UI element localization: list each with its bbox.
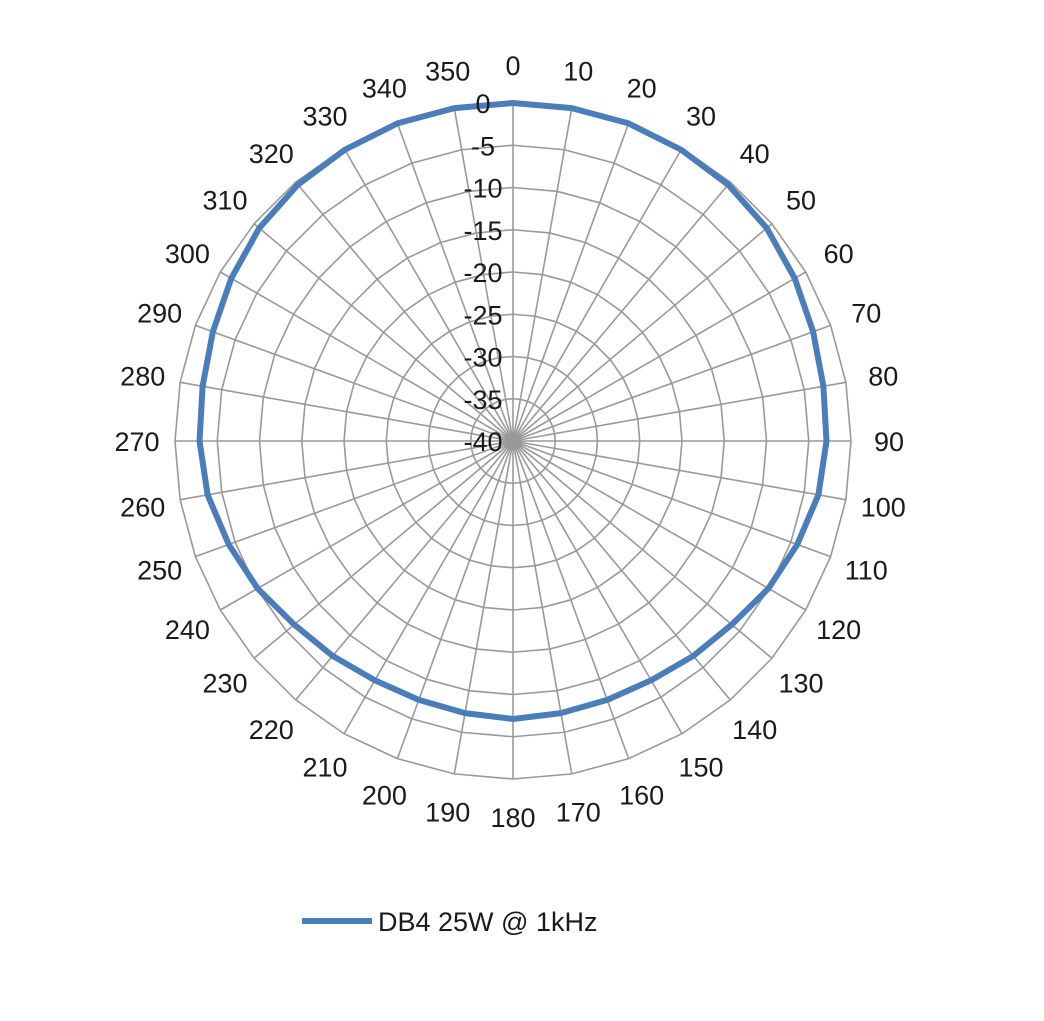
- angle-tick-label: 130: [778, 669, 823, 699]
- grid-spoke: [453, 440, 514, 775]
- grid-spoke: [512, 324, 831, 442]
- grid-spoke: [512, 440, 807, 611]
- series-line: [196, 100, 830, 722]
- grid-spoke: [512, 147, 683, 442]
- series-layer: [196, 100, 830, 722]
- angle-tick-label: 180: [490, 803, 535, 833]
- grid-spoke: [512, 107, 573, 442]
- angle-tick-label: 150: [678, 753, 723, 783]
- grid-spoke: [512, 181, 731, 442]
- radial-tick-labels: 0 -5 -10 -15 -20 -25 -30 -35 -40: [463, 89, 502, 457]
- legend-label: DB4 25W @ 1kHz: [378, 907, 597, 937]
- grid-spoke: [195, 440, 514, 558]
- angle-tick-label: 30: [686, 101, 716, 131]
- angle-tick-label: 260: [120, 492, 165, 522]
- angle-tick-label: 170: [556, 797, 601, 827]
- grid-spoke: [179, 440, 514, 501]
- grid-spoke: [512, 440, 847, 501]
- radial-tick-label: -5: [471, 131, 495, 161]
- angle-tick-label: 120: [816, 615, 861, 645]
- grid-spoke: [512, 440, 831, 558]
- radial-tick-label: -35: [463, 385, 502, 415]
- angle-tick-label: 220: [249, 715, 294, 745]
- radial-tick-label: -10: [463, 174, 502, 204]
- angle-tick-label: 250: [137, 556, 182, 586]
- grid-spoke: [343, 440, 514, 735]
- grid-spoke: [343, 147, 514, 442]
- grid-spoke: [295, 181, 514, 442]
- grid-spoke: [512, 271, 807, 442]
- angle-tick-label: 240: [165, 615, 210, 645]
- radial-tick-label: -30: [463, 343, 502, 373]
- angle-tick-label: 10: [563, 57, 593, 87]
- angle-tick-label: 160: [619, 780, 664, 810]
- angle-tick-label: 110: [845, 556, 888, 586]
- angle-tick-label: 210: [302, 753, 347, 783]
- angle-tick-label: 50: [786, 185, 816, 215]
- angle-tick-label: 20: [627, 74, 657, 104]
- angle-tick-label: 80: [868, 362, 898, 392]
- angle-tick-label: 280: [120, 362, 165, 392]
- angle-tick-label: 40: [740, 139, 770, 169]
- angle-tick-label: 320: [249, 139, 294, 169]
- angle-tick-label: 100: [861, 492, 906, 522]
- radial-tick-label: -15: [463, 216, 502, 246]
- grid-spoke: [512, 381, 847, 442]
- angle-tick-label: 230: [202, 669, 247, 699]
- grid-spoke: [179, 381, 514, 442]
- angle-tick-label: 60: [824, 239, 854, 269]
- grid-spoke: [219, 440, 514, 611]
- angle-tick-label: 0: [505, 51, 520, 81]
- grid-spoke: [512, 123, 630, 442]
- legend: DB4 25W @ 1kHz: [302, 907, 597, 937]
- grid-spoke: [512, 223, 773, 442]
- grid-spoke: [195, 324, 514, 442]
- angle-tick-label: 200: [362, 780, 407, 810]
- angle-tick-label: 70: [851, 298, 881, 328]
- angle-tick-label: 330: [302, 101, 347, 131]
- grid-spoke: [219, 271, 514, 442]
- radial-tick-label: -25: [463, 300, 502, 330]
- grid-spoke: [396, 123, 514, 442]
- angle-tick-label: 270: [114, 427, 159, 457]
- grid-spoke: [512, 440, 773, 659]
- angle-tick-label: 300: [165, 239, 210, 269]
- angle-tick-label: 140: [732, 715, 777, 745]
- grid-spoke: [512, 440, 573, 775]
- radial-tick-label: -40: [463, 427, 502, 457]
- angle-tick-label: 190: [425, 797, 470, 827]
- angle-tick-label: 340: [362, 74, 407, 104]
- grid-spoke: [453, 107, 514, 442]
- grid-spoke: [512, 440, 683, 735]
- radial-tick-label: -20: [463, 258, 502, 288]
- angle-tick-label: 90: [874, 427, 904, 457]
- angle-tick-label: 310: [202, 185, 247, 215]
- angle-tick-label: 350: [425, 57, 470, 87]
- radial-tick-label: 0: [475, 89, 490, 119]
- grid-spoke: [512, 440, 630, 759]
- grid-spoke: [253, 440, 514, 659]
- angle-tick-label: 290: [137, 298, 182, 328]
- grid-spoke: [396, 440, 514, 759]
- grid-spoke: [253, 223, 514, 442]
